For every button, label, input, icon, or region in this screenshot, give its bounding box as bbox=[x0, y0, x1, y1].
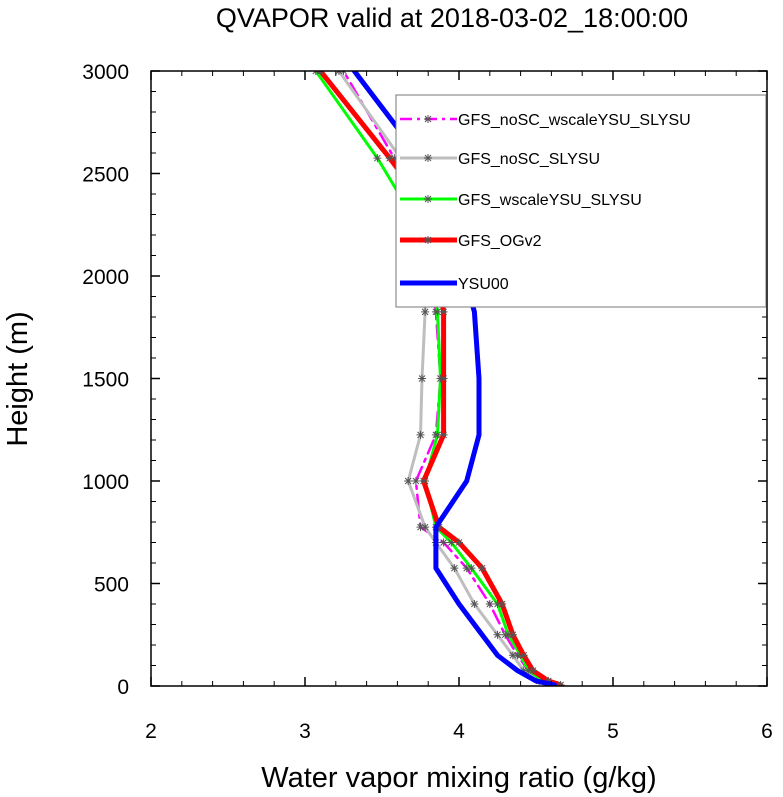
legend-label-4: GFS_OGv2 bbox=[458, 233, 542, 250]
y-tick-label: 3000 bbox=[82, 61, 129, 84]
y-axis-label: Height (m) bbox=[2, 311, 34, 446]
data-point-marker bbox=[416, 430, 425, 439]
legend-label-2: GFS_noSC_SLYSU bbox=[458, 151, 600, 168]
data-point-marker bbox=[433, 307, 442, 316]
data-point-marker bbox=[439, 374, 448, 383]
data-point-marker bbox=[439, 538, 448, 547]
legend-label-5: YSU00 bbox=[458, 276, 509, 293]
data-point-marker bbox=[424, 236, 432, 244]
data-point-marker bbox=[424, 195, 432, 203]
legend-label-3: GFS_wscaleYSU_SLYSU bbox=[458, 192, 642, 209]
data-point-marker bbox=[455, 538, 463, 547]
x-tick-label: 2 bbox=[145, 720, 157, 743]
y-tick-label: 0 bbox=[117, 676, 129, 699]
x-tick-label: 3 bbox=[299, 720, 311, 743]
data-point-marker bbox=[418, 374, 427, 383]
data-point-marker bbox=[421, 307, 430, 316]
data-point-marker bbox=[498, 600, 507, 608]
data-point-marker bbox=[404, 477, 413, 485]
data-point-marker bbox=[470, 600, 479, 608]
data-point-marker bbox=[424, 115, 432, 123]
plot-frame bbox=[150, 70, 768, 687]
data-point-marker bbox=[421, 523, 430, 532]
data-point-marker bbox=[485, 600, 494, 608]
data-point-marker bbox=[316, 71, 325, 75]
data-point-marker bbox=[493, 630, 502, 639]
data-point-marker bbox=[334, 71, 343, 75]
legend-label-1: GFS_noSC_wscaleYSU_SLYSU bbox=[458, 112, 691, 129]
data-point-marker bbox=[385, 154, 394, 163]
x-tick-label: 4 bbox=[453, 720, 465, 743]
data-point-marker bbox=[411, 477, 420, 485]
data-point-marker bbox=[508, 630, 517, 639]
y-tick-label: 2000 bbox=[82, 266, 129, 289]
data-point-marker bbox=[439, 307, 448, 316]
data-point-marker bbox=[528, 666, 537, 675]
legend: GFS_noSC_wscaleYSU_SLYSU GFS_noSC_SLYSU GF… bbox=[395, 94, 767, 308]
tick-layer: 2 3 4 5 6 0 500 1000 1500 2000 2500 3000 bbox=[82, 61, 773, 743]
data-point-marker bbox=[419, 477, 428, 485]
data-point-marker bbox=[467, 564, 476, 573]
y-tick-label: 1500 bbox=[82, 369, 129, 392]
data-point-marker bbox=[424, 154, 432, 162]
data-point-marker bbox=[373, 154, 382, 163]
data-point-marker bbox=[519, 651, 528, 660]
y-tick-label: 1000 bbox=[82, 471, 129, 494]
x-tick-label: 6 bbox=[761, 720, 773, 743]
y-tick-label: 500 bbox=[94, 574, 129, 597]
legend-box bbox=[395, 94, 767, 308]
data-point-marker bbox=[450, 564, 459, 573]
chart-title: QVAPOR valid at 2018-03-02_18:00:00 bbox=[216, 3, 688, 33]
data-point-marker bbox=[439, 430, 448, 439]
x-tick-label: 5 bbox=[607, 720, 619, 743]
y-tick-label: 2500 bbox=[82, 164, 129, 187]
data-point-marker bbox=[508, 651, 517, 660]
x-axis-label: Water vapor mixing ratio (g/kg) bbox=[261, 762, 656, 794]
data-point-marker bbox=[478, 564, 487, 573]
data-point-marker bbox=[556, 680, 565, 686]
